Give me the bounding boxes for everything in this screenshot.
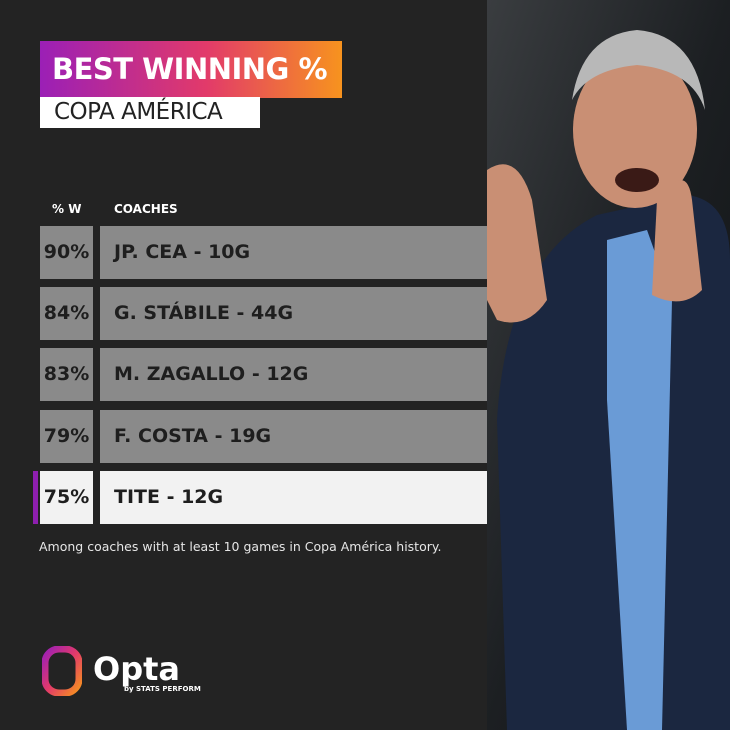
coach-photo [487,0,730,730]
highlight-accent [33,470,38,524]
win-percentage: 75% [40,470,93,524]
win-percentage: 79% [40,409,93,463]
win-percentage: 90% [40,226,93,279]
subtitle: COPA AMÉRICA [40,97,260,128]
column-header: COACHES [114,202,178,216]
coach-name: M. ZAGALLO - 12G [100,348,487,402]
win-percentage: 83% [40,348,93,402]
logo-mark [42,646,82,696]
footnote: Among coaches with at least 10 games in … [39,539,442,554]
column-header: % W [52,202,82,216]
logo-tagline: by STATS PERFORM [124,685,201,693]
win-percentage: 84% [40,287,93,341]
coach-name: JP. CEA - 10G [100,226,487,279]
title: BEST WINNING % [40,41,342,98]
logo-name: Opta [93,650,180,688]
coach-name: G. STÁBILE - 44G [100,287,487,341]
coach-name: F. COSTA - 19G [100,409,487,463]
coach-name: TITE - 12G [100,470,487,524]
